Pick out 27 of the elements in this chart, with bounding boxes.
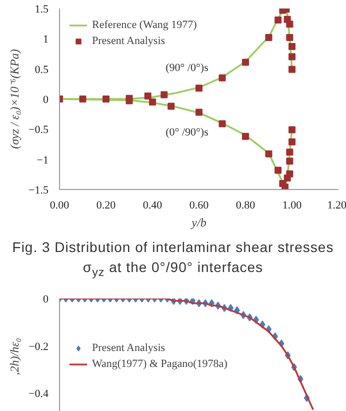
x-tick-label: 0.40: [142, 200, 163, 212]
y-tick-label: −0.5: [28, 124, 49, 136]
y-tick-label: −0.2: [28, 340, 49, 353]
y-tick-label: −1: [36, 154, 49, 166]
y-tick-label: −1.5: [28, 184, 49, 196]
legend-label: Wang(1977) & Pagano(1978a): [92, 357, 228, 371]
legend-label: Reference (Wang 1977): [92, 18, 197, 32]
x-tick-label: 1.00: [282, 200, 302, 212]
legend-label: Present Analysis: [92, 34, 166, 48]
y-tick-label: 0: [43, 94, 49, 106]
y-tick-label: 0.5: [34, 64, 49, 76]
y-tick-label: 1: [43, 34, 48, 46]
annotation: (0° /90°)s: [166, 126, 208, 138]
y-tick-label: −0.4: [28, 388, 49, 400]
y-tick-label: 0: [43, 294, 49, 306]
y-tick-label: 1.5: [34, 4, 49, 16]
y-axis-title: (σyz / ε₀)×10⁻⁶(KPa): [8, 49, 22, 149]
x-tick-label: 0.60: [189, 200, 210, 212]
x-axis-title: y/b: [190, 216, 206, 230]
y-axis-title: ,2h)/hε₀: [8, 338, 22, 376]
x-tick-label: 0.00: [50, 200, 70, 212]
x-tick-label: 1.20: [327, 200, 346, 212]
x-tick-label: 0.80: [236, 200, 256, 212]
legend-label: Present Analysis: [92, 341, 166, 355]
caption: Fig. 3 Distribution of interlaminar shear stresses σ$_{yz}$ at the 0°/90° interfaces: [11, 238, 335, 281]
x-tick-label: 0.20: [96, 200, 116, 212]
annotation: (90° /0°)s: [166, 62, 208, 74]
